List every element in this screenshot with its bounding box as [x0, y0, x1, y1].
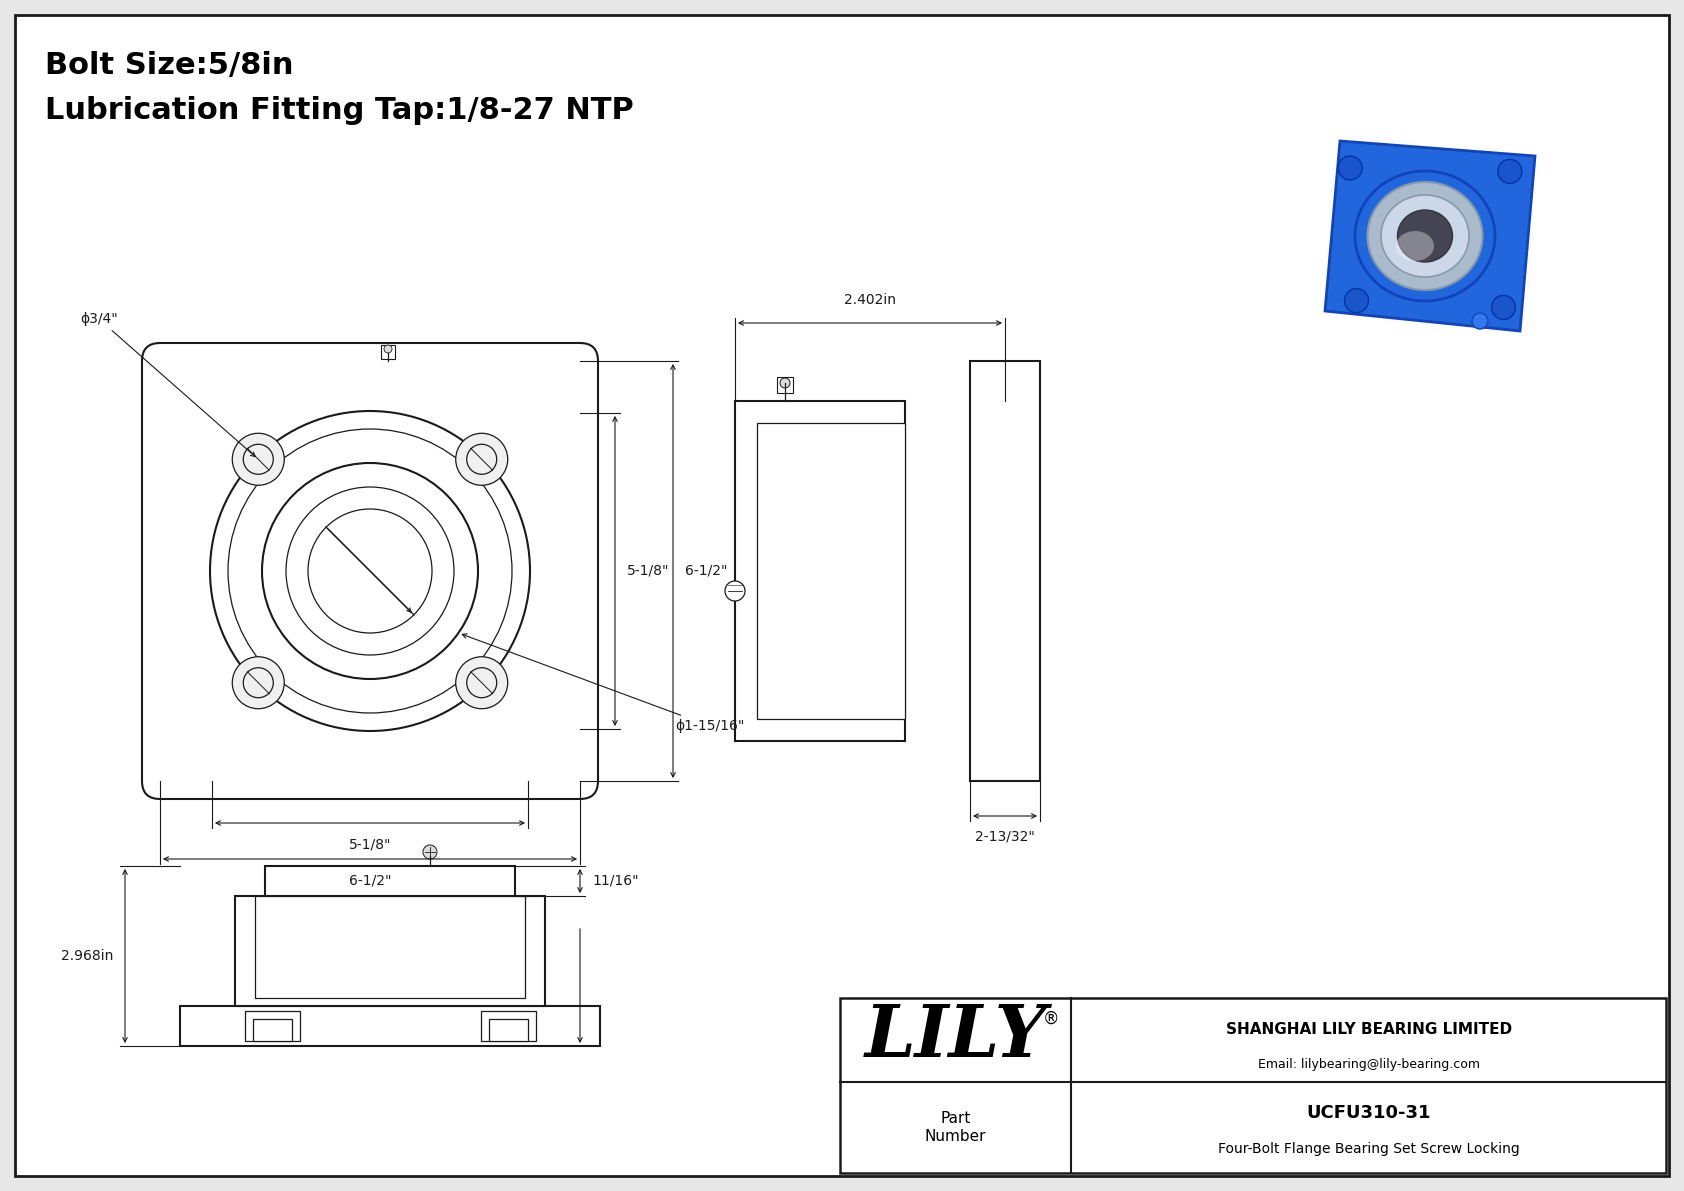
Circle shape	[423, 844, 438, 859]
Text: 2.402in: 2.402in	[844, 293, 896, 307]
Circle shape	[780, 378, 790, 388]
Text: LILY: LILY	[864, 1000, 1047, 1072]
Bar	[758, 423, 904, 719]
Text: 5-1/8": 5-1/8"	[626, 565, 670, 578]
Bar	[970, 361, 1041, 781]
Text: 6-1/2": 6-1/2"	[685, 565, 727, 578]
Bar	[734, 401, 904, 741]
Text: 5-1/8": 5-1/8"	[349, 837, 391, 852]
Bar	[253, 1019, 291, 1041]
Circle shape	[1497, 160, 1522, 183]
Text: Four-Bolt Flange Bearing Set Screw Locking: Four-Bolt Flange Bearing Set Screw Locki…	[1218, 1141, 1519, 1155]
Bar	[180, 1006, 600, 1046]
FancyBboxPatch shape	[141, 343, 598, 799]
Text: ϕ3/4": ϕ3/4"	[81, 312, 256, 456]
Circle shape	[232, 656, 285, 709]
Text: SHANGHAI LILY BEARING LIMITED: SHANGHAI LILY BEARING LIMITED	[1226, 1022, 1512, 1037]
Ellipse shape	[1396, 231, 1435, 261]
Text: Lubrication Fitting Tap:1/8-27 NTP: Lubrication Fitting Tap:1/8-27 NTP	[45, 96, 633, 125]
Circle shape	[726, 581, 744, 601]
Circle shape	[232, 434, 285, 485]
Text: Part
Number: Part Number	[925, 1111, 987, 1143]
Bar	[381, 345, 396, 358]
Text: 2.968in: 2.968in	[61, 949, 113, 964]
Bar	[160, 827, 620, 1066]
Circle shape	[1472, 313, 1489, 329]
Ellipse shape	[1398, 210, 1453, 262]
Circle shape	[384, 345, 392, 353]
Text: 6-1/2": 6-1/2"	[349, 873, 391, 887]
Bar	[236, 896, 546, 1006]
Circle shape	[1492, 295, 1516, 319]
Bar	[776, 378, 793, 393]
Bar	[150, 351, 589, 791]
Ellipse shape	[1367, 182, 1482, 289]
Text: ϕ1-15/16": ϕ1-15/16"	[461, 634, 744, 732]
Text: ®: ®	[1042, 1010, 1059, 1028]
Circle shape	[456, 656, 507, 709]
Text: 11/16": 11/16"	[593, 874, 638, 888]
Bar	[840, 998, 1665, 1173]
Circle shape	[1344, 288, 1369, 312]
Circle shape	[456, 434, 507, 485]
Ellipse shape	[1381, 195, 1468, 278]
Circle shape	[1339, 156, 1362, 180]
Polygon shape	[1325, 141, 1536, 331]
Text: UCFU310-31: UCFU310-31	[1307, 1104, 1431, 1122]
Text: Email: lilybearing@lily-bearing.com: Email: lilybearing@lily-bearing.com	[1258, 1058, 1480, 1071]
Text: Bolt Size:5/8in: Bolt Size:5/8in	[45, 51, 293, 80]
Bar	[264, 866, 515, 896]
Bar	[244, 1011, 300, 1041]
Bar	[254, 896, 525, 998]
Bar	[716, 341, 925, 802]
Bar	[488, 1019, 529, 1041]
Ellipse shape	[1356, 172, 1495, 301]
Bar	[482, 1011, 536, 1041]
Text: 2-13/32": 2-13/32"	[975, 830, 1036, 844]
